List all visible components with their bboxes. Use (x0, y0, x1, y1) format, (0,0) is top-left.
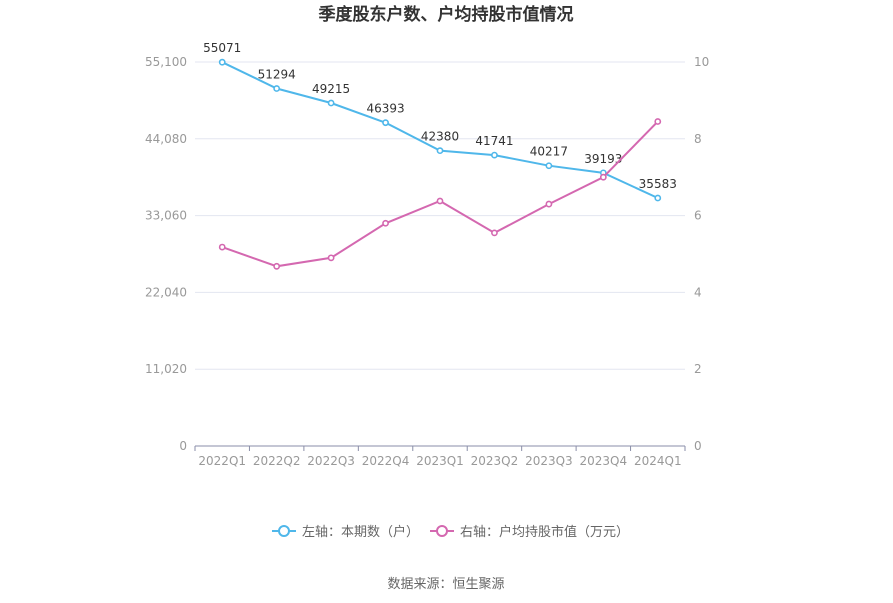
data-point[interactable] (382, 219, 389, 227)
x-tick-label: 2022Q4 (362, 454, 410, 468)
data-label: 39193 (584, 152, 622, 166)
x-tick-label: 2023Q2 (471, 454, 519, 468)
data-label: 35583 (639, 177, 677, 191)
source-note: 数据来源：恒生聚源 (387, 577, 504, 592)
legend-label: 左轴：本期数（户） (302, 524, 419, 540)
data-point[interactable] (654, 194, 662, 202)
chart-title: 季度股东户数、户均持股市值情况 (319, 4, 574, 25)
data-point[interactable] (599, 173, 607, 181)
data-point[interactable] (436, 147, 444, 155)
data-label: 55071 (203, 41, 241, 55)
x-tick-label: 2023Q3 (525, 454, 573, 468)
legend[interactable]: 左轴：本期数（户） 右轴：户均持股市值（万元） (272, 524, 629, 540)
y-right-tick-label: 6 (694, 209, 702, 223)
legend-item-1[interactable]: 左轴：本期数（户） (272, 524, 419, 540)
data-label: 46393 (366, 102, 404, 116)
data-label: 40217 (530, 145, 568, 159)
y-left-tick-label: 44,080 (145, 132, 187, 146)
gridlines (195, 61, 685, 370)
legend-label: 右轴：户均持股市值（万元） (460, 524, 629, 540)
x-tick-label: 2022Q1 (198, 454, 246, 468)
data-point[interactable] (218, 58, 226, 66)
y-right-tick-label: 0 (694, 439, 702, 453)
y-left-tick-label: 33,060 (145, 209, 187, 223)
y-right-tick-label: 10 (694, 55, 709, 69)
y-left-tick-label: 0 (179, 439, 187, 453)
data-point[interactable] (382, 119, 389, 127)
data-point[interactable] (273, 85, 281, 92)
data-point[interactable] (327, 99, 335, 107)
x-tick-label: 2022Q2 (253, 454, 301, 468)
data-label: 51294 (258, 68, 296, 82)
data-point[interactable] (491, 151, 498, 159)
legend-item-2[interactable]: 右轴：户均持股市值（万元） (430, 524, 629, 540)
y-left-tick-label: 55,100 (145, 55, 187, 69)
data-point[interactable] (327, 254, 335, 262)
axes: 0 0 11,020 2 22,040 4 33,060 6 44,080 8 55,100 10 20… (145, 55, 709, 468)
y-left-tick-label: 11,020 (145, 362, 187, 376)
data-point[interactable] (654, 118, 662, 125)
x-tick-label: 2024Q1 (634, 454, 682, 468)
series-group: 55071 51294 49215 46393 42380 41741 40217 39193… (203, 41, 677, 270)
data-point[interactable] (545, 162, 553, 170)
data-label: 49215 (312, 82, 350, 96)
data-point[interactable] (545, 200, 553, 208)
data-point[interactable] (436, 197, 444, 205)
data-point[interactable] (218, 243, 226, 251)
data-point[interactable] (491, 229, 498, 237)
y-left-tick-label: 22,040 (145, 285, 187, 299)
y-right-tick-label: 8 (694, 132, 702, 146)
data-label: 41741 (475, 134, 513, 148)
x-tick-label: 2023Q1 (416, 454, 464, 468)
data-point[interactable] (273, 262, 281, 270)
data-label: 42380 (421, 130, 459, 144)
legend-marker-icon (436, 525, 448, 537)
y-right-tick-label: 2 (694, 362, 702, 376)
legend-marker-icon (278, 525, 290, 537)
x-tick-label: 2022Q3 (307, 454, 355, 468)
x-tick-label: 2023Q4 (580, 454, 628, 468)
y-right-tick-label: 4 (694, 285, 702, 299)
